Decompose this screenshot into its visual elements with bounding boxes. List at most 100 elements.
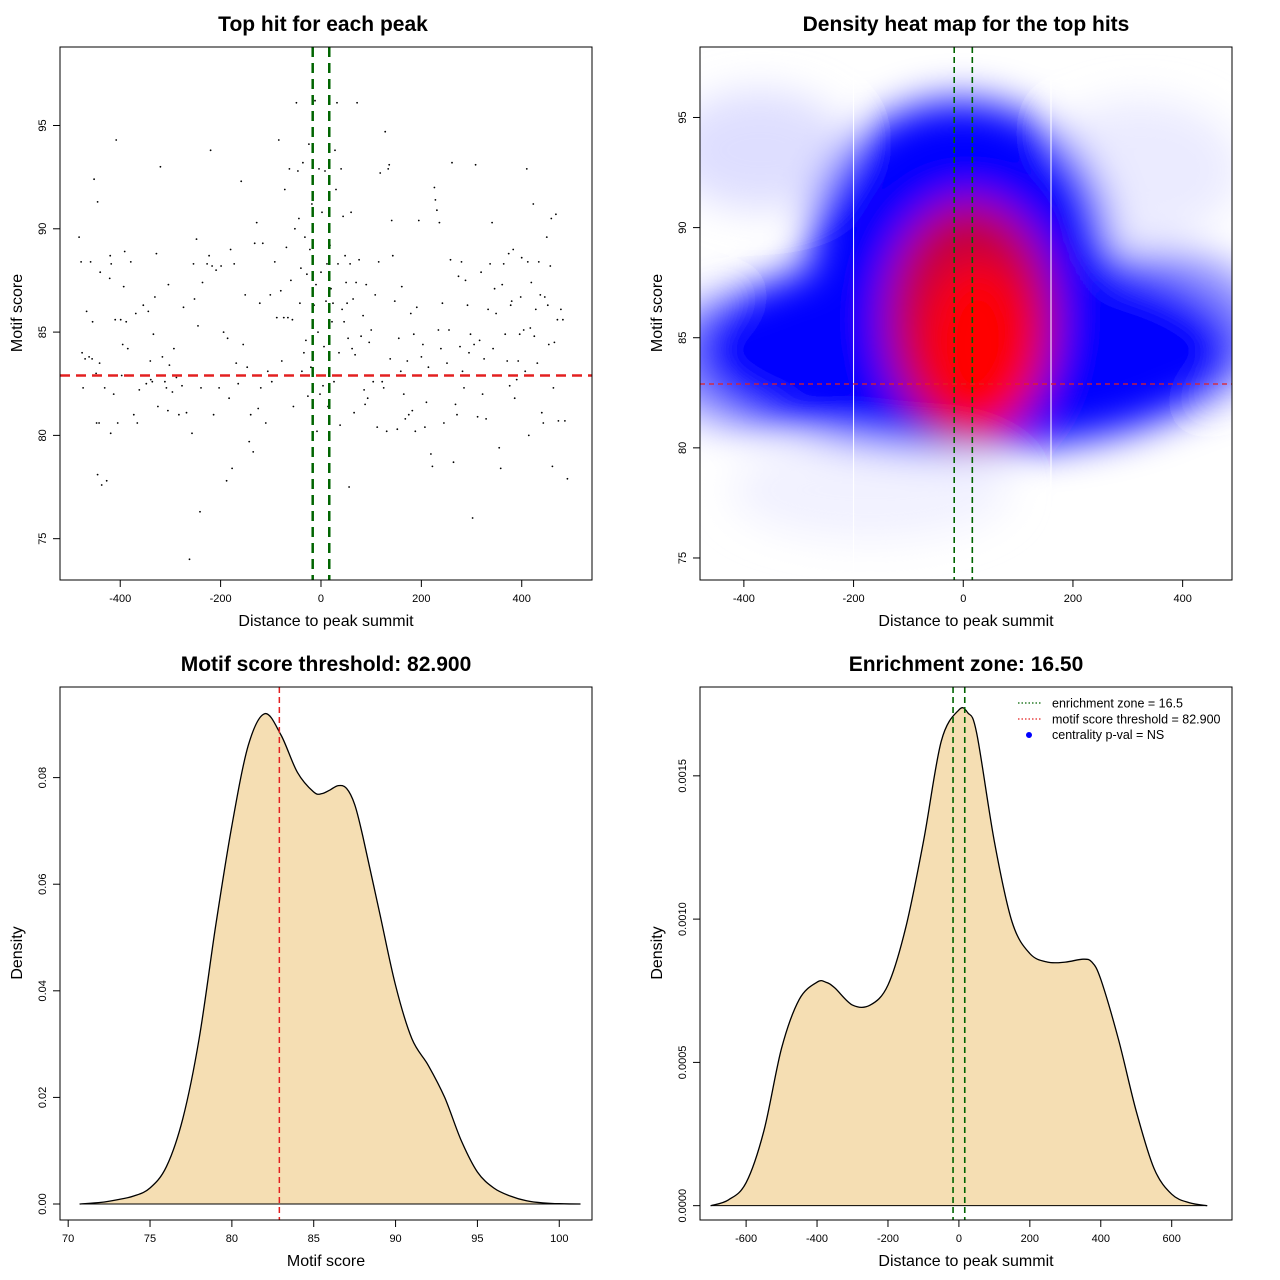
data-point xyxy=(324,170,326,172)
data-point xyxy=(229,248,232,251)
data-point xyxy=(112,393,115,395)
data-point xyxy=(534,308,537,311)
data-point xyxy=(517,360,520,362)
data-point xyxy=(258,302,261,305)
reference-lines xyxy=(700,47,1232,580)
x-tick-label: -600 xyxy=(735,1233,757,1245)
points xyxy=(78,99,569,561)
data-point xyxy=(348,486,350,488)
data-point xyxy=(388,163,391,166)
data-point xyxy=(506,360,509,362)
data-point xyxy=(336,101,338,104)
y-axis-label: Motif score xyxy=(649,274,666,352)
data-point xyxy=(325,300,327,302)
data-point xyxy=(495,312,497,315)
heatmap-density xyxy=(700,90,1232,540)
data-point xyxy=(424,426,426,428)
density-peak xyxy=(923,260,1033,430)
data-point xyxy=(142,304,145,307)
data-point xyxy=(100,484,103,486)
reference-lines xyxy=(952,687,966,1220)
data-point xyxy=(310,366,312,369)
y-tick-label: 0.0005 xyxy=(677,1046,689,1080)
data-point xyxy=(427,366,430,369)
data-point xyxy=(393,300,396,302)
data-point xyxy=(218,387,221,389)
y-tick-label: 0.08 xyxy=(37,767,49,788)
data-point xyxy=(206,263,209,265)
y-axis-label: Density xyxy=(9,926,26,979)
data-point xyxy=(192,263,195,265)
data-point xyxy=(297,170,299,172)
data-point xyxy=(116,422,119,424)
y-tick-label: 90 xyxy=(677,221,689,233)
plot-area: enrichment zone = 16.5 motif score thres… xyxy=(699,686,1233,1221)
data-point xyxy=(342,215,344,218)
data-point xyxy=(382,387,385,389)
x-tick-label: 0 xyxy=(956,1233,962,1245)
data-point xyxy=(273,261,276,263)
data-point xyxy=(78,236,80,239)
data-point xyxy=(233,263,236,265)
data-point xyxy=(305,339,307,342)
data-point xyxy=(509,304,512,307)
data-point xyxy=(165,387,168,389)
y-axis-label: Density xyxy=(649,926,666,979)
data-point xyxy=(209,149,212,152)
x-tick-label: -200 xyxy=(877,1233,899,1245)
legend-swatch xyxy=(1026,732,1032,738)
data-point xyxy=(242,343,245,346)
data-point xyxy=(96,201,99,203)
data-point xyxy=(155,252,158,255)
data-point xyxy=(493,287,496,290)
data-point xyxy=(122,285,125,288)
data-point xyxy=(374,294,377,296)
data-point xyxy=(489,263,491,265)
data-point xyxy=(253,242,256,245)
data-point xyxy=(469,333,472,336)
data-point xyxy=(476,415,479,418)
data-point xyxy=(211,265,214,267)
data-point xyxy=(181,384,183,387)
legend-label: enrichment zone = 16.5 xyxy=(1052,697,1183,711)
data-point xyxy=(235,362,238,364)
data-point xyxy=(294,227,296,230)
data-point xyxy=(182,306,185,309)
data-point xyxy=(93,178,95,181)
chart-title: Top hit for each peak xyxy=(218,13,428,36)
data-point xyxy=(226,337,229,340)
data-point xyxy=(485,418,487,420)
data-point xyxy=(159,165,162,168)
data-point xyxy=(82,387,84,389)
density-blob-upper-left xyxy=(700,90,850,210)
data-point xyxy=(259,387,262,389)
data-point xyxy=(129,261,132,263)
y-tick-label: 0.04 xyxy=(37,980,49,1001)
density-area xyxy=(79,713,581,1205)
data-point xyxy=(358,258,360,261)
data-point xyxy=(513,397,516,400)
data-point xyxy=(433,186,436,189)
data-point xyxy=(322,384,324,387)
data-point xyxy=(123,250,126,253)
data-point xyxy=(168,364,171,366)
score-density-panel: Motif score threshold: 82.900 70 75 80 85 90… xyxy=(9,653,593,1270)
y-axis: 75 80 85 90 95 xyxy=(37,119,61,545)
data-point xyxy=(452,461,455,464)
data-point xyxy=(199,510,201,513)
data-point xyxy=(333,380,335,383)
data-point xyxy=(208,254,211,257)
data-point xyxy=(466,304,469,307)
data-point xyxy=(440,347,442,350)
data-point xyxy=(149,378,152,381)
data-point xyxy=(387,168,390,170)
x-tick-label: 0 xyxy=(318,593,324,605)
data-point xyxy=(518,333,521,336)
plot-area xyxy=(59,686,593,1221)
data-point xyxy=(299,302,301,305)
data-point xyxy=(326,263,328,265)
data-point xyxy=(546,304,549,307)
data-point xyxy=(543,296,546,298)
data-point xyxy=(287,316,289,319)
data-point xyxy=(345,281,347,284)
